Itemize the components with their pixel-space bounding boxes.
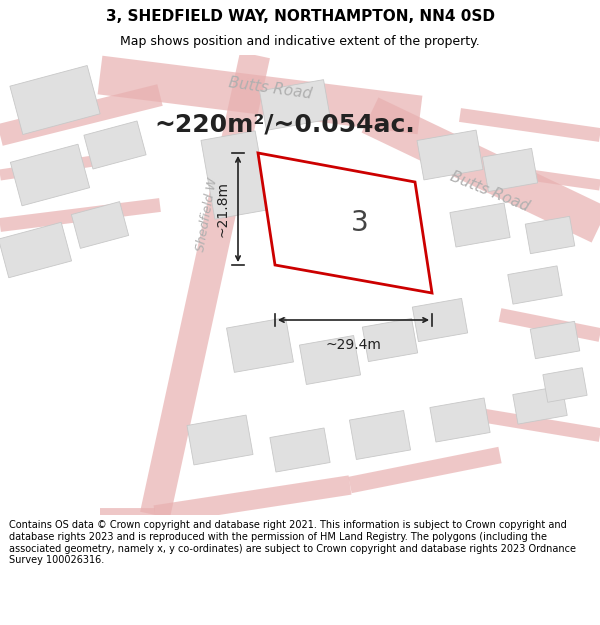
Polygon shape <box>450 203 510 247</box>
Text: ~21.8m: ~21.8m <box>216 181 230 237</box>
Polygon shape <box>270 428 330 472</box>
Polygon shape <box>201 131 269 219</box>
Polygon shape <box>430 398 490 442</box>
Polygon shape <box>417 130 483 180</box>
Polygon shape <box>0 222 71 278</box>
Text: Butts Road: Butts Road <box>448 169 532 214</box>
Polygon shape <box>71 202 128 248</box>
Text: Butts Road: Butts Road <box>227 75 313 101</box>
Polygon shape <box>362 318 418 362</box>
Polygon shape <box>315 184 365 226</box>
Polygon shape <box>10 66 100 134</box>
Polygon shape <box>299 336 361 384</box>
Polygon shape <box>412 298 467 342</box>
Text: 3, SHEDFIELD WAY, NORTHAMPTON, NN4 0SD: 3, SHEDFIELD WAY, NORTHAMPTON, NN4 0SD <box>106 9 494 24</box>
Polygon shape <box>482 148 538 192</box>
Polygon shape <box>513 386 567 424</box>
Text: Map shows position and indicative extent of the property.: Map shows position and indicative extent… <box>120 35 480 48</box>
Text: 3: 3 <box>351 209 369 238</box>
Polygon shape <box>227 318 293 372</box>
Polygon shape <box>10 144 89 206</box>
Text: ~220m²/~0.054ac.: ~220m²/~0.054ac. <box>155 113 415 137</box>
Polygon shape <box>530 321 580 359</box>
Polygon shape <box>258 153 432 293</box>
Polygon shape <box>349 411 410 459</box>
Polygon shape <box>508 266 562 304</box>
Polygon shape <box>187 415 253 465</box>
Text: Shedfield W: Shedfield W <box>194 177 220 253</box>
Text: ~29.4m: ~29.4m <box>326 338 382 352</box>
Polygon shape <box>264 163 326 217</box>
Polygon shape <box>260 79 331 131</box>
Text: Contains OS data © Crown copyright and database right 2021. This information is : Contains OS data © Crown copyright and d… <box>9 521 576 565</box>
Polygon shape <box>84 121 146 169</box>
Polygon shape <box>525 216 575 254</box>
Polygon shape <box>543 368 587 402</box>
